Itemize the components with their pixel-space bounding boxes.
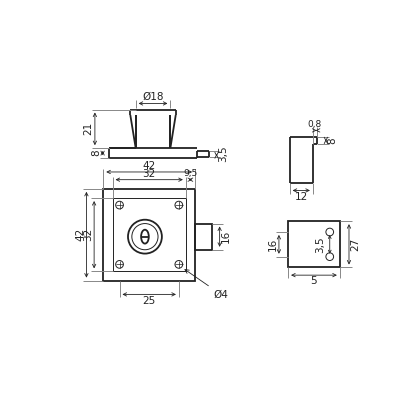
Text: 3,5: 3,5	[316, 236, 326, 253]
Text: 16: 16	[221, 230, 231, 243]
Text: 12: 12	[295, 192, 308, 202]
Text: 5: 5	[311, 276, 317, 286]
Text: 8: 8	[327, 137, 337, 144]
Text: 3,5: 3,5	[218, 146, 228, 162]
Text: Ø18: Ø18	[142, 92, 164, 102]
Bar	[288, 221, 340, 268]
Text: 9,5: 9,5	[183, 169, 198, 178]
Text: Ø4: Ø4	[185, 270, 228, 299]
Text: 16: 16	[268, 238, 278, 251]
Text: 0,8: 0,8	[308, 120, 322, 130]
Bar	[113, 198, 186, 271]
Text: 42: 42	[75, 228, 85, 241]
Text: 27: 27	[350, 238, 360, 251]
Text: 32: 32	[142, 168, 156, 178]
Bar	[103, 189, 195, 280]
Bar	[195, 224, 212, 250]
Text: 21: 21	[84, 122, 94, 136]
Text: 42: 42	[142, 161, 156, 171]
Text: 32: 32	[83, 228, 93, 241]
Text: 25: 25	[142, 296, 156, 306]
Text: 8: 8	[92, 150, 102, 156]
